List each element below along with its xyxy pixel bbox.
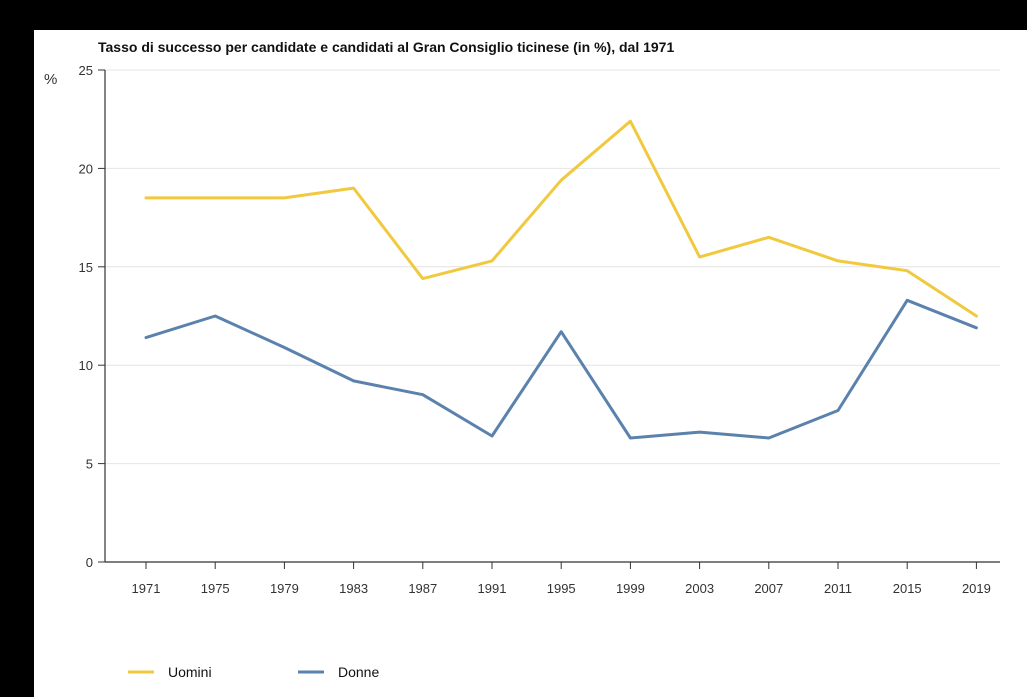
x-tick-label: 1979 (270, 581, 299, 596)
x-tick-label: 1971 (132, 581, 161, 596)
x-tick-label: 2007 (754, 581, 783, 596)
y-axis-label: % (44, 71, 57, 88)
x-tick-label: 1975 (201, 581, 230, 596)
series-lines (144, 119, 978, 440)
x-tick-label: 1987 (408, 581, 437, 596)
y-tick-label: 15 (79, 260, 93, 275)
y-tick-label: 5 (86, 457, 93, 472)
y-tick-label: 0 (86, 555, 93, 570)
gridlines (105, 69, 1000, 465)
x-tick-label: 1999 (616, 581, 645, 596)
x-tick-label: 2011 (824, 581, 852, 596)
series-line-donne (144, 298, 978, 440)
x-tick-label: 2019 (962, 581, 991, 596)
y-axis-ticks: 0 5 10 15 20 25 (79, 63, 105, 570)
x-axis-ticks: 1971 1975 1979 1983 1987 1991 1995 1999 2003 2007… (132, 562, 991, 596)
x-tick-label: 2003 (685, 581, 714, 596)
chart-title: Tasso di successo per candidate e candid… (98, 39, 674, 55)
x-tick-label: 2015 (893, 581, 922, 596)
series-line-uomini (144, 119, 978, 318)
y-tick-label: 20 (79, 161, 93, 176)
y-tick-label: 25 (79, 63, 93, 78)
y-tick-label: 10 (79, 358, 93, 373)
x-tick-label: 1991 (478, 581, 507, 596)
x-tick-label: 1983 (339, 581, 368, 596)
x-tick-label: 1995 (547, 581, 576, 596)
legend-label: Donne (338, 664, 379, 680)
legend-label: Uomini (168, 664, 212, 680)
legend: Uomini Donne (128, 664, 379, 680)
chart-panel (34, 30, 1027, 697)
axes (104, 70, 1000, 563)
